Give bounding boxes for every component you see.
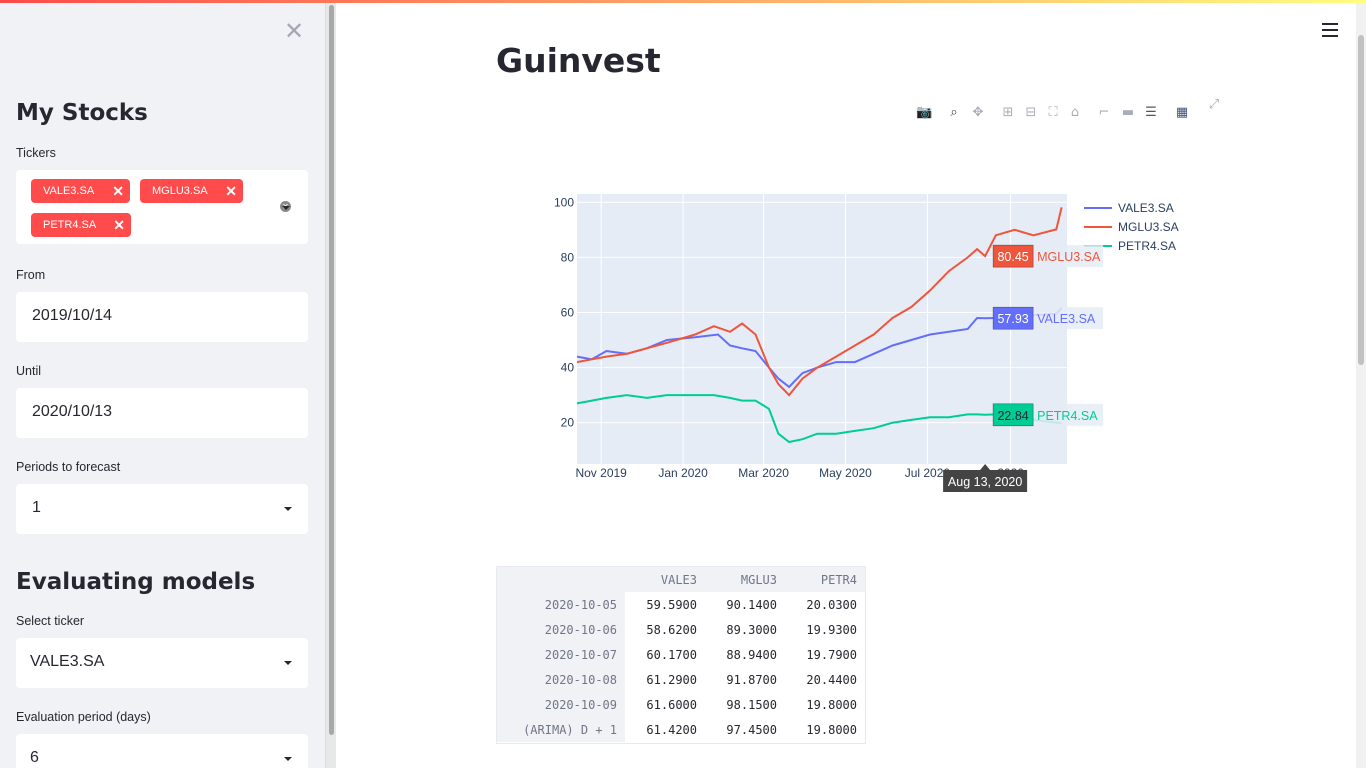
table-row: 2020-10-05 59.5900 90.1400 20.0300	[497, 592, 865, 617]
table-cell: 91.8700	[726, 672, 777, 687]
main-content: Guinvest	[336, 3, 1356, 768]
pan-icon[interactable]: ✥	[972, 105, 984, 120]
periods-value: 1	[32, 499, 41, 516]
table-cell: 61.6000	[646, 697, 697, 712]
table-cell: 20.0300	[806, 597, 857, 612]
sidebar-scrollbar[interactable]	[325, 3, 336, 768]
table-index-cell: 2020-10-07	[497, 642, 625, 667]
plotly-logo-icon[interactable]: ▦	[1175, 105, 1189, 120]
sidebar-scrollbar-thumb[interactable]	[329, 5, 334, 735]
until-date-input[interactable]: 2020/10/13	[16, 388, 308, 438]
table-cell: 61.2900	[646, 672, 697, 687]
ticker-select[interactable]: VALE3.SA	[16, 638, 308, 688]
table-cell: 61.4200	[646, 722, 697, 737]
camera-icon[interactable]: 📷	[916, 105, 933, 120]
table-cell: 19.7900	[806, 647, 857, 662]
table-cell: 19.9300	[806, 622, 857, 637]
table-cell: 19.8000	[806, 697, 857, 712]
ticker-tag: VALE3.SA ✕	[31, 179, 130, 203]
page-title: Guinvest	[496, 41, 661, 80]
reset-axes-icon[interactable]: ⌂	[1070, 105, 1080, 120]
chevron-down-icon	[284, 661, 292, 665]
table-header-cell	[497, 567, 625, 592]
evaluation-period-select[interactable]: 6	[16, 734, 308, 768]
from-label: From	[16, 268, 46, 282]
tickers-multiselect[interactable]: VALE3.SA ✕ MGLU3.SA ✕ PETR4.SA ✕ ✕	[16, 170, 308, 244]
fullscreen-icon[interactable]: ⤢	[1208, 97, 1220, 112]
table-cell: 89.3000	[726, 622, 777, 637]
table-index-cell: 2020-10-06	[497, 617, 625, 642]
evaluation-period-label: Evaluation period (days)	[16, 710, 151, 724]
table-index-cell: 2020-10-05	[497, 592, 625, 617]
table-index-cell: 2020-10-08	[497, 667, 625, 692]
chevron-down-icon	[284, 507, 292, 511]
remove-tag-icon[interactable]: ✕	[225, 183, 237, 199]
table-row: (ARIMA) D + 1 61.4200 97.4500 19.8000	[497, 717, 865, 742]
table-cell: 20.4400	[806, 672, 857, 687]
zoom-out-icon[interactable]: ⊟	[1025, 105, 1037, 120]
chevron-down-icon[interactable]	[282, 206, 290, 210]
ticker-select-value: VALE3.SA	[30, 653, 105, 670]
remove-tag-icon[interactable]: ✕	[113, 217, 125, 233]
table-row: 2020-10-09 61.6000 98.1500 19.8000	[497, 692, 865, 717]
remove-tag-icon[interactable]: ✕	[112, 183, 124, 199]
hover-compare-icon[interactable]: ☰	[1145, 105, 1157, 120]
table-cell: 58.6200	[646, 622, 697, 637]
main-scrollbar[interactable]	[1356, 3, 1366, 768]
table-index-cell: 2020-10-09	[497, 692, 625, 717]
ticker-tag: MGLU3.SA ✕	[140, 179, 243, 203]
close-icon[interactable]: ✕	[284, 17, 305, 45]
hamburger-icon[interactable]	[1322, 23, 1338, 41]
table-cell: 59.5900	[646, 597, 697, 612]
table-header-cell: VALE3	[625, 567, 705, 592]
my-stocks-heading: My Stocks	[16, 100, 148, 126]
tickers-label: Tickers	[16, 146, 56, 160]
table-header-cell: MGLU3	[705, 567, 785, 592]
table-cell: 88.9400	[726, 647, 777, 662]
table-cell: 97.4500	[726, 722, 777, 737]
table-header-row: VALE3 MGLU3 PETR4	[497, 567, 865, 592]
until-date-value: 2020/10/13	[32, 403, 113, 420]
from-date-input[interactable]: 2019/10/14	[16, 292, 308, 342]
forecast-table-grid: VALE3 MGLU3 PETR4 2020-10-05 59.5900 90.1400 2…	[497, 567, 865, 742]
autoscale-icon[interactable]: ⛶	[1048, 105, 1058, 120]
table-cell: 90.1400	[726, 597, 777, 612]
ticker-tag-label: MGLU3.SA	[152, 185, 208, 197]
evaluation-period-value: 6	[30, 749, 39, 766]
spike-lines-icon[interactable]: ⌐	[1098, 105, 1110, 120]
top-decoration-bar	[0, 0, 1366, 3]
table-row: 2020-10-06 58.6200 89.3000 19.9300	[497, 617, 865, 642]
from-date-value: 2019/10/14	[32, 307, 113, 324]
table-index-cell: (ARIMA) D + 1	[497, 717, 625, 742]
periods-select[interactable]: 1	[16, 484, 308, 534]
table-row: 2020-10-08 61.2900 91.8700 20.4400	[497, 667, 865, 692]
table-cell: 98.1500	[726, 697, 777, 712]
ticker-tag: PETR4.SA ✕	[31, 213, 131, 237]
periods-label: Periods to forecast	[16, 460, 121, 474]
zoom-in-icon[interactable]: ⊞	[1002, 105, 1014, 120]
zoom-icon[interactable]: ⌕	[950, 105, 958, 120]
select-ticker-label: Select ticker	[16, 614, 85, 628]
ticker-tag-label: VALE3.SA	[43, 185, 95, 197]
table-cell: 60.1700	[646, 647, 697, 662]
chevron-down-icon	[284, 757, 292, 761]
evaluating-models-heading: Evaluating models	[16, 569, 256, 595]
main-scrollbar-thumb[interactable]	[1358, 35, 1364, 365]
until-label: Until	[16, 364, 42, 378]
hover-closest-icon[interactable]: ▬	[1121, 105, 1135, 120]
ticker-tag-label: PETR4.SA	[43, 219, 97, 231]
sidebar: ✕ My Stocks Tickers VALE3.SA ✕ MGLU3.SA …	[0, 3, 325, 768]
forecast-table: VALE3 MGLU3 PETR4 2020-10-05 59.5900 90.1400 2…	[496, 566, 866, 744]
table-cell: 19.8000	[806, 722, 857, 737]
table-row: 2020-10-07 60.1700 88.9400 19.7900	[497, 642, 865, 667]
table-header-cell: PETR4	[785, 567, 865, 592]
